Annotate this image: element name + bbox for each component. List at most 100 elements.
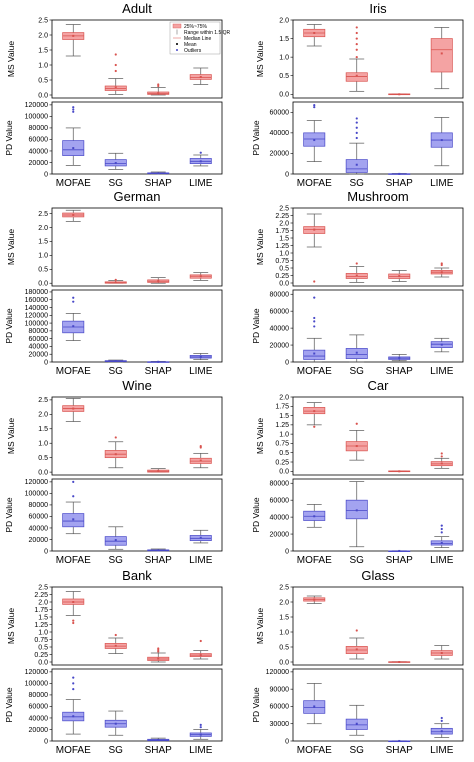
y-tick-label: 100000 xyxy=(25,491,48,498)
y-tick-label: 0.75 xyxy=(275,258,289,265)
ms-box-lime xyxy=(430,452,453,469)
pd-box-sg xyxy=(345,117,368,175)
y-tick-label: 40000 xyxy=(29,148,49,155)
panel-car: Car 0.0 0.25 0.5 0.75 1.0 1.25 1.5 1.75 2.0 0 20000… xyxy=(251,378,464,566)
outlier-point xyxy=(313,106,316,109)
outlier-point xyxy=(313,296,316,299)
outlier-point xyxy=(440,719,443,722)
ms-box-lime xyxy=(189,272,212,281)
y-tick-label: 1.75 xyxy=(275,228,289,235)
y-tick-label: 0.75 xyxy=(275,441,289,448)
box-iqr xyxy=(345,159,368,173)
ms-plot-frame xyxy=(51,207,223,287)
y-tick-label: 2.0 xyxy=(38,32,48,39)
y-tick-label: 40000 xyxy=(29,715,49,722)
mean-marker xyxy=(398,275,401,278)
ms-axis-label: MS Value xyxy=(6,418,16,454)
ms-box-lime xyxy=(189,639,212,660)
y-tick-label: 20000 xyxy=(29,727,49,734)
legend-entry: Outliers xyxy=(184,48,202,54)
category-label-shap: SHAP xyxy=(145,366,173,377)
pd-box-lime xyxy=(189,529,212,544)
ms-box-lime xyxy=(189,67,212,85)
ms-box-sg xyxy=(345,629,368,660)
ms-box-mofae xyxy=(62,591,85,625)
category-label-shap: SHAP xyxy=(386,745,414,756)
pd-box-shap xyxy=(147,548,170,552)
y-tick-label: 100000 xyxy=(25,320,48,327)
pd-axis-label: PD Value xyxy=(4,687,14,723)
y-tick-label: 1.5 xyxy=(279,614,289,621)
category-label-sg: SG xyxy=(109,555,124,566)
mean-marker xyxy=(313,228,316,231)
y-tick-label: 20000 xyxy=(29,160,49,167)
category-label-lime: LIME xyxy=(430,366,454,377)
y-tick-label: 60000 xyxy=(29,514,49,521)
y-tick-label: 40000 xyxy=(270,514,290,521)
pd-plot: 0 20000 40000 60000 80000 xyxy=(270,289,464,366)
category-label-mofae: MOFAE xyxy=(56,555,91,566)
outlier-point xyxy=(157,647,160,650)
pd-box-shap xyxy=(388,549,411,552)
legend-symbol-box xyxy=(172,23,182,29)
y-tick-label: 1.75 xyxy=(275,404,289,411)
outlier-point xyxy=(72,682,75,685)
mean-marker xyxy=(72,715,75,718)
category-label-sg: SG xyxy=(350,366,365,377)
y-tick-label: 0 xyxy=(285,171,289,178)
category-label-shap: SHAP xyxy=(145,745,173,756)
y-tick-label: 0.5 xyxy=(38,77,48,84)
mean-marker xyxy=(440,343,443,346)
outlier-point xyxy=(72,296,75,299)
y-tick-label: 60000 xyxy=(270,497,290,504)
ms-plot: 0.0 0.5 1.0 1.5 2.0 xyxy=(279,17,464,99)
y-tick-label: 1.0 xyxy=(279,250,289,257)
ms-box-shap xyxy=(147,468,170,473)
mean-marker xyxy=(157,360,160,363)
category-label-lime: LIME xyxy=(430,555,454,566)
y-tick-label: 20000 xyxy=(270,342,290,349)
y-tick-label: 20000 xyxy=(29,537,49,544)
y-tick-label: 2.0 xyxy=(279,220,289,227)
mean-marker xyxy=(199,275,202,278)
y-tick-label: 80000 xyxy=(270,292,290,299)
y-tick-label: 0.0 xyxy=(38,281,48,288)
pd-box-mofae xyxy=(62,106,85,166)
y-tick-label: 160000 xyxy=(25,297,48,304)
mean-marker xyxy=(398,549,401,552)
ms-plot: 0.00.250.50.751.01.251.51.752.02.252.5 xyxy=(34,584,223,666)
category-label-shap: SHAP xyxy=(386,178,414,189)
panel-iris: Iris 0.0 0.5 1.0 1.5 2.0 0 20000 40000 60000 MS Va… xyxy=(251,1,464,189)
pd-box-shap xyxy=(147,171,170,175)
outlier-point xyxy=(355,262,358,265)
outlier-point xyxy=(114,633,117,637)
ms-box-shap xyxy=(388,93,411,96)
mean-marker xyxy=(313,598,316,601)
outlier-point xyxy=(440,716,443,720)
ms-plot: 0.0 0.5 1.0 1.5 2.0 2.5 xyxy=(38,207,223,288)
pd-plot: 0 20000 40000 60000 80000 xyxy=(270,478,464,555)
pd-plot: 0 20000 40000 60000 xyxy=(270,101,464,178)
ms-box-lime xyxy=(430,262,453,278)
mean-marker xyxy=(157,92,160,95)
category-label-sg: SG xyxy=(109,745,124,756)
y-tick-label: 2.0 xyxy=(279,17,289,24)
mean-marker xyxy=(114,86,117,89)
pd-box-sg xyxy=(104,152,127,170)
mean-marker xyxy=(355,445,358,448)
y-tick-label: 2.5 xyxy=(38,397,48,404)
y-tick-label: 0 xyxy=(285,738,289,745)
pd-box-lime xyxy=(189,353,212,361)
y-tick-label: 1.5 xyxy=(38,614,48,621)
y-tick-label: 140000 xyxy=(25,305,48,312)
pd-box-sg xyxy=(345,481,368,548)
ms-box-shap xyxy=(388,470,411,473)
category-label-sg: SG xyxy=(350,178,365,189)
mean-marker xyxy=(157,469,160,472)
outlier-point xyxy=(355,26,358,29)
legend-entry: Mean xyxy=(184,42,197,48)
y-tick-label: 0.0 xyxy=(279,469,289,476)
category-label-mofae: MOFAE xyxy=(297,555,332,566)
y-tick-label: 0 xyxy=(44,548,48,555)
panel-title: Glass xyxy=(361,568,395,583)
